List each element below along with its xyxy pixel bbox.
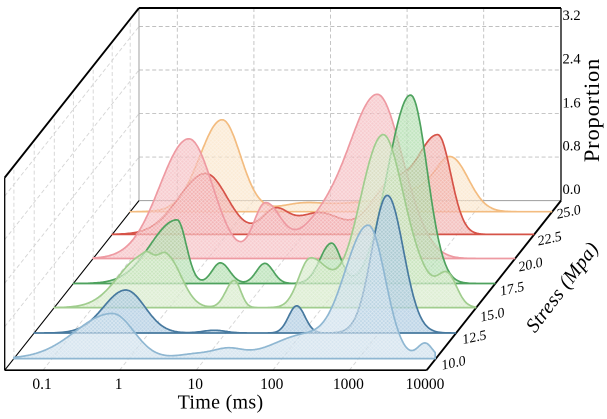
svg-text:25.0: 25.0 xyxy=(555,203,582,223)
svg-text:20.0: 20.0 xyxy=(517,256,544,276)
svg-text:Time (ms): Time (ms) xyxy=(178,392,264,414)
svg-text:1: 1 xyxy=(115,376,123,393)
svg-text:12.5: 12.5 xyxy=(461,328,488,348)
svg-text:17.5: 17.5 xyxy=(499,280,526,300)
svg-text:1.6: 1.6 xyxy=(563,95,581,111)
svg-text:1000: 1000 xyxy=(333,376,364,393)
svg-text:Proportion: Proportion xyxy=(579,58,604,162)
svg-text:10.0: 10.0 xyxy=(440,354,467,374)
svg-text:10: 10 xyxy=(187,376,203,393)
svg-text:22.5: 22.5 xyxy=(536,230,563,250)
svg-text:0.0: 0.0 xyxy=(563,182,581,198)
svg-text:100: 100 xyxy=(260,376,284,393)
svg-text:0.8: 0.8 xyxy=(563,139,581,155)
svg-text:10000: 10000 xyxy=(406,376,445,393)
svg-text:0.1: 0.1 xyxy=(32,376,51,393)
svg-text:15.0: 15.0 xyxy=(479,306,506,326)
svg-text:2.4: 2.4 xyxy=(563,51,582,67)
svg-text:3.2: 3.2 xyxy=(563,8,581,24)
